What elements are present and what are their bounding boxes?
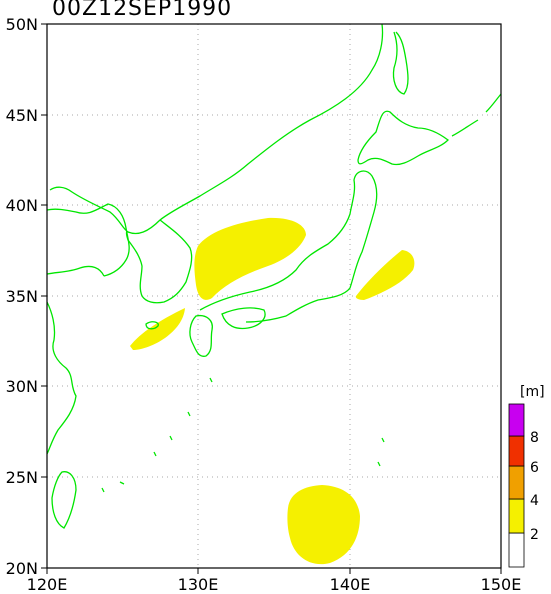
coast-honshu (199, 170, 378, 323)
colorbar-level: 8 (530, 430, 539, 446)
lon-label: 140E (330, 575, 371, 594)
colorbar-swatch (508, 403, 525, 437)
gridlines (47, 24, 501, 568)
lat-label: 20N (6, 559, 38, 578)
lat-label: 35N (6, 287, 38, 306)
colorbar-swatch (508, 498, 525, 534)
coast-jeju (145, 321, 159, 330)
lat-label: 30N (6, 377, 38, 396)
coast-izu-islands (377, 437, 385, 467)
colorbar-swatch (508, 532, 525, 568)
contour-pacific-south (287, 485, 360, 565)
coast-korea (125, 219, 193, 304)
coastlines (46, 23, 502, 529)
coast-kyushu (189, 314, 213, 357)
lon-label: 150E (481, 575, 522, 594)
contour-east-china-sea (130, 308, 185, 350)
colorbar: [m] 2 4 6 8 (508, 384, 545, 568)
colorbar-swatch (508, 435, 525, 467)
lon-label: 120E (27, 575, 68, 594)
lat-label: 25N (6, 468, 38, 487)
lat-label: 50N (6, 15, 38, 34)
lat-label: 45N (6, 106, 38, 125)
colorbar-level: 2 (530, 527, 539, 543)
wave-height-contours (130, 217, 415, 565)
lat-labels: 20N 25N 30N 35N 40N 45N 50N (6, 15, 38, 578)
coast-ryukyu (101, 377, 213, 493)
coast-china-south (46, 301, 77, 455)
coast-taiwan (51, 471, 77, 529)
tick-marks (41, 23, 502, 574)
coast-sakhalin (392, 31, 409, 95)
coast-hokkaido (357, 110, 449, 166)
lat-label: 40N (6, 196, 38, 215)
lon-labels: 120E 130E 140E 150E (27, 575, 522, 594)
colorbar-swatch (508, 465, 525, 500)
map-title: 00Z12SEP1990 (52, 0, 233, 21)
contour-sea-of-japan (194, 217, 306, 300)
colorbar-level: 4 (530, 493, 539, 509)
coast-kurils (451, 93, 502, 137)
coast-asia-mainland (46, 23, 384, 277)
contour-off-kanto (355, 250, 415, 300)
colorbar-level: 6 (530, 460, 539, 476)
lon-label: 130E (178, 575, 219, 594)
colorbar-unit: [m] (520, 384, 545, 400)
